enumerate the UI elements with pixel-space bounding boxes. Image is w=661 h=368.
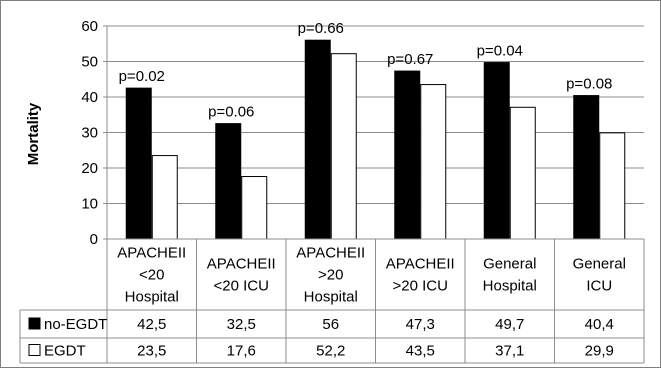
bar-no-egdt <box>573 95 600 240</box>
category-label: ICU <box>586 278 612 295</box>
bar-egdt <box>509 106 536 240</box>
table-cell-value: 29,9 <box>585 343 614 360</box>
category-label: <20 ICU <box>214 278 269 295</box>
bar-no-egdt <box>483 62 510 240</box>
series-name: no-EGDT <box>44 316 107 333</box>
table-cell-value: 37,1 <box>495 343 524 360</box>
y-tick-label: 30 <box>81 125 98 142</box>
table-cell-value: 52,2 <box>316 343 345 360</box>
bar-egdt <box>151 155 178 240</box>
category-label: General <box>573 256 626 273</box>
category-label: APACHEII <box>386 256 455 273</box>
p-value-label: p=0.06 <box>208 104 254 121</box>
p-value-label: p=0.02 <box>119 68 165 85</box>
y-axis-label: Mortality <box>25 102 42 165</box>
p-value-label: p=0.67 <box>387 51 433 68</box>
category-label: >20 ICU <box>393 278 448 295</box>
category-label: Hospital <box>304 289 358 306</box>
category-label: <20 <box>139 267 164 284</box>
table-cell-value: 42,5 <box>137 316 166 333</box>
series-name: EGDT <box>44 343 86 360</box>
table-cell-value: 32,5 <box>227 316 256 333</box>
bars <box>125 39 626 240</box>
bar-no-egdt <box>125 87 152 240</box>
category-label: APACHEII <box>296 245 365 262</box>
p-value-annotations: p=0.02 p=0.06 p=0.66 p=0.67 p=0.04 p=0.08 <box>119 20 613 120</box>
p-value-label: p=0.04 <box>477 43 523 60</box>
legend-key-no-egdt <box>28 317 41 330</box>
table-cell-value: 17,6 <box>227 343 256 360</box>
category-label: >20 <box>318 267 343 284</box>
category-label: APACHEII <box>207 256 276 273</box>
table-cell-value: 47,3 <box>406 316 435 333</box>
category-label: Hospital <box>125 289 179 306</box>
bar-no-egdt <box>304 39 331 240</box>
y-tick-label: 40 <box>81 89 98 106</box>
bar-egdt <box>420 84 447 240</box>
y-tick-labels: 0 10 20 30 40 50 60 <box>81 18 98 248</box>
table-cell-value: 56 <box>322 316 339 333</box>
p-value-label: p=0.08 <box>566 76 612 93</box>
table-cell-value: 43,5 <box>406 343 435 360</box>
table-cell-value: 23,5 <box>137 343 166 360</box>
bar-egdt <box>599 132 626 240</box>
category-label: APACHEII <box>117 245 186 262</box>
p-value-label: p=0.66 <box>298 20 344 37</box>
legend-key-egdt <box>28 344 41 356</box>
category-label: General <box>483 256 536 273</box>
table-cell-value: 40,4 <box>585 316 614 333</box>
y-tick-label: 0 <box>90 231 98 248</box>
bar-no-egdt <box>215 123 242 240</box>
y-tick-label: 50 <box>81 54 98 71</box>
y-tick-label: 20 <box>81 160 98 177</box>
data-table: APACHEII <20 Hospital APACHEII <20 ICU APACHE… <box>19 238 645 364</box>
table-cell-value: 49,7 <box>495 316 524 333</box>
bar-no-egdt <box>394 70 421 240</box>
bar-egdt <box>330 53 357 240</box>
category-label: Hospital <box>483 278 537 295</box>
y-tick-label: 10 <box>81 196 98 213</box>
bar-egdt <box>241 176 268 240</box>
y-tick-label: 60 <box>81 18 98 35</box>
